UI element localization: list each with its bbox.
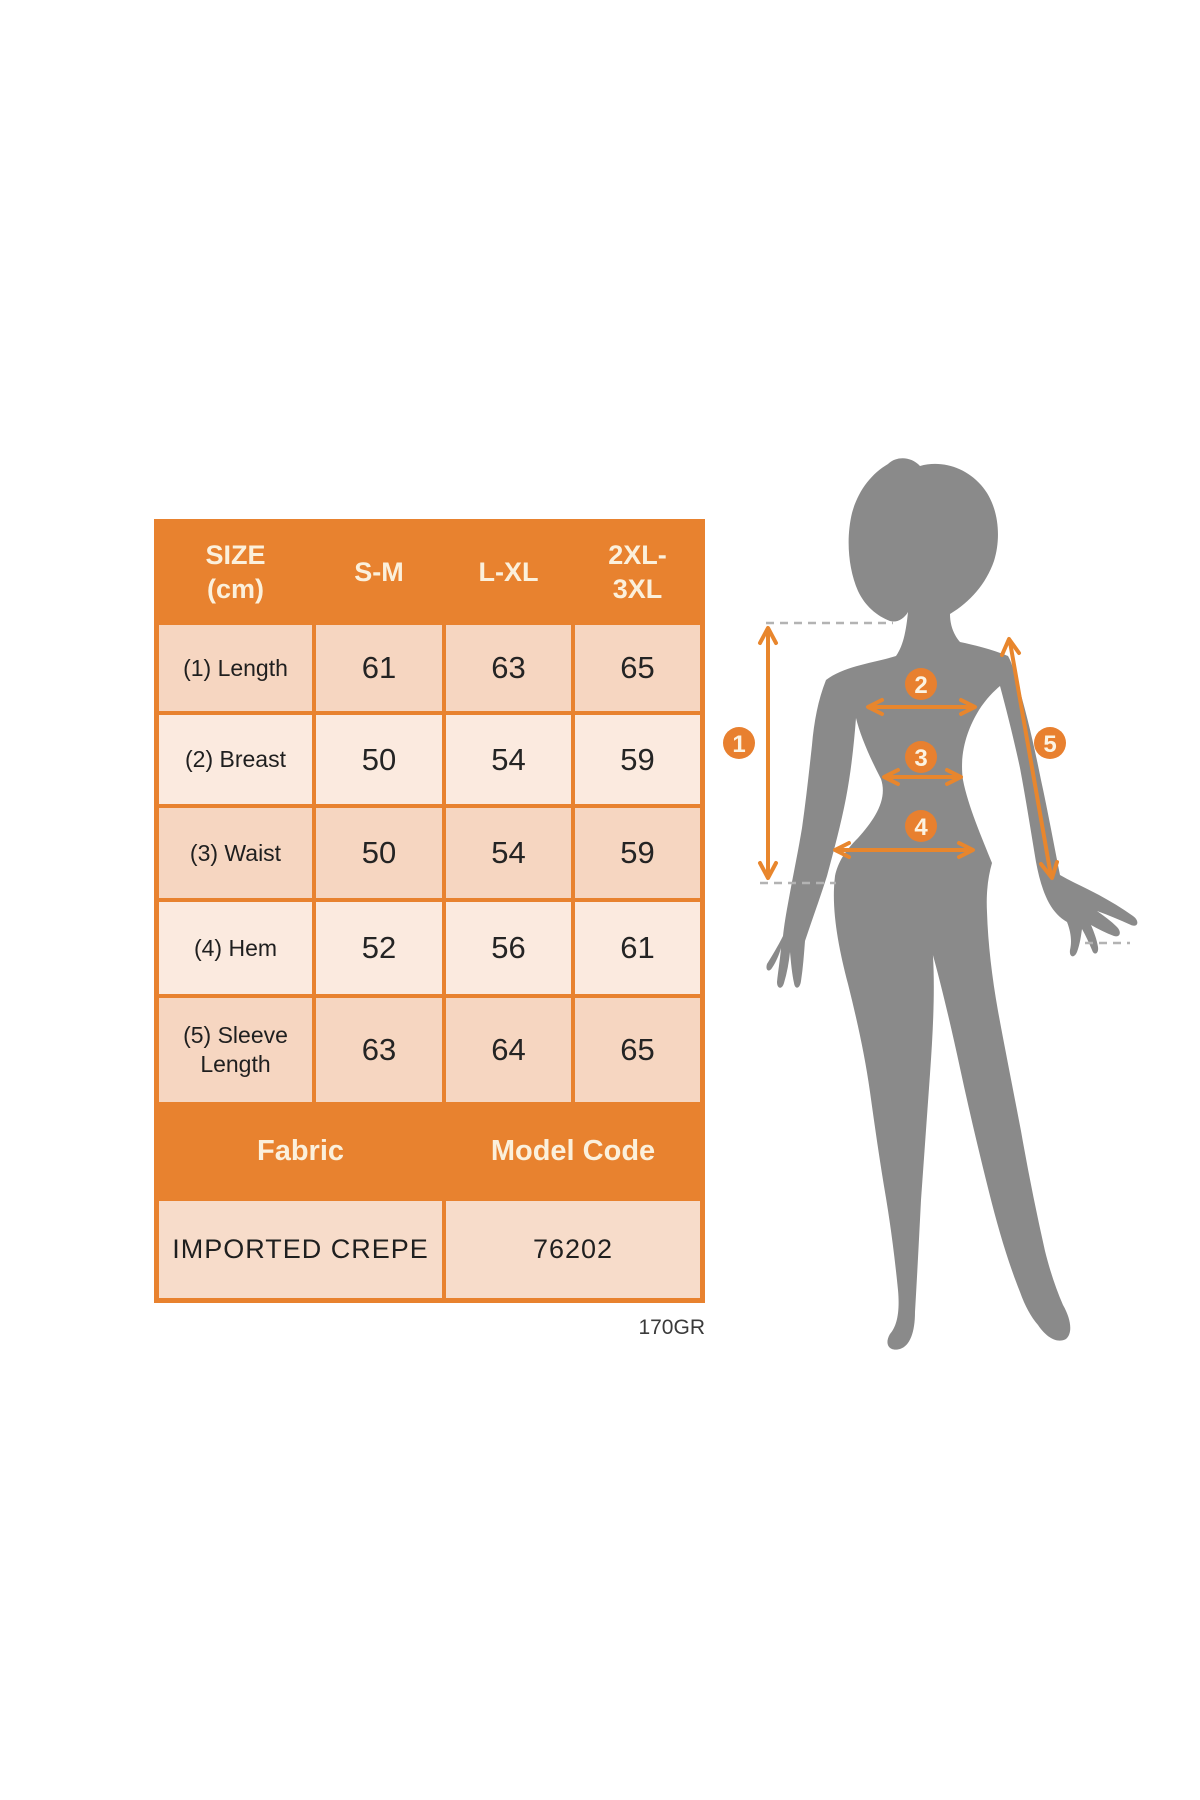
fabric-value: IMPORTED CREPE — [159, 1201, 442, 1298]
row-hem-lxl: 56 — [446, 902, 571, 994]
marker-5-number: 5 — [1043, 731, 1056, 758]
model-code-header: Model Code — [446, 1106, 700, 1197]
row-breast-label: (2) Breast — [159, 715, 312, 804]
measure-marker-2: 2 — [905, 668, 937, 700]
marker-3-circle — [905, 741, 937, 773]
row-breast-2xl3xl: 59 — [575, 715, 700, 804]
weight-note: 170GR — [638, 1316, 705, 1339]
row-length-lxl: 63 — [446, 625, 571, 711]
size-table-header-sm: S-M — [316, 524, 442, 621]
row-breast-lxl: 54 — [446, 715, 571, 804]
row-hem-label: (4) Hem — [159, 902, 312, 994]
marker-1-circle — [723, 727, 755, 759]
female-silhouette — [766, 458, 1138, 1350]
marker-1-number: 1 — [732, 731, 745, 758]
marker-3-number: 3 — [914, 745, 927, 772]
measure-marker-1: 1 — [723, 727, 755, 759]
row-length-label: (1) Length — [159, 625, 312, 711]
row-length-2xl3xl: 65 — [575, 625, 700, 711]
body-measurement-diagram: 1 2 3 4 5 — [723, 458, 1138, 1350]
row-breast-sm: 50 — [316, 715, 442, 804]
row-length-sm: 61 — [316, 625, 442, 711]
row-sleeve-label: (5) Sleeve Length — [159, 998, 312, 1102]
breast-arrow — [866, 698, 977, 716]
row-hem-sm: 52 — [316, 902, 442, 994]
waist-arrow — [882, 768, 963, 786]
row-sleeve-lxl: 64 — [446, 998, 571, 1102]
fabric-header: Fabric — [159, 1106, 442, 1197]
row-sleeve-sm: 63 — [316, 998, 442, 1102]
model-code-value: 76202 — [446, 1201, 700, 1298]
row-sleeve-2xl3xl: 65 — [575, 998, 700, 1102]
marker-2-circle — [905, 668, 937, 700]
size-table-header-2xl3xl: 2XL- 3XL — [575, 524, 700, 621]
marker-4-number: 4 — [914, 814, 928, 841]
marker-4-circle — [905, 810, 937, 842]
sleeve-arrow — [1000, 637, 1059, 880]
size-table: SIZE (cm) S-M L-XL 2XL- 3XL (1) Length 6… — [154, 519, 705, 1303]
measure-marker-5: 5 — [1034, 727, 1066, 759]
row-waist-label: (3) Waist — [159, 808, 312, 898]
row-waist-lxl: 54 — [446, 808, 571, 898]
measure-marker-4: 4 — [905, 810, 937, 842]
length-arrow — [758, 626, 778, 880]
measure-marker-3: 3 — [905, 741, 937, 773]
marker-2-number: 2 — [914, 672, 927, 699]
row-waist-sm: 50 — [316, 808, 442, 898]
size-table-header-lxl: L-XL — [446, 524, 571, 621]
hem-arrow — [833, 841, 975, 859]
size-table-header-size: SIZE (cm) — [159, 524, 312, 621]
marker-5-circle — [1034, 727, 1066, 759]
row-hem-2xl3xl: 61 — [575, 902, 700, 994]
row-waist-2xl3xl: 59 — [575, 808, 700, 898]
